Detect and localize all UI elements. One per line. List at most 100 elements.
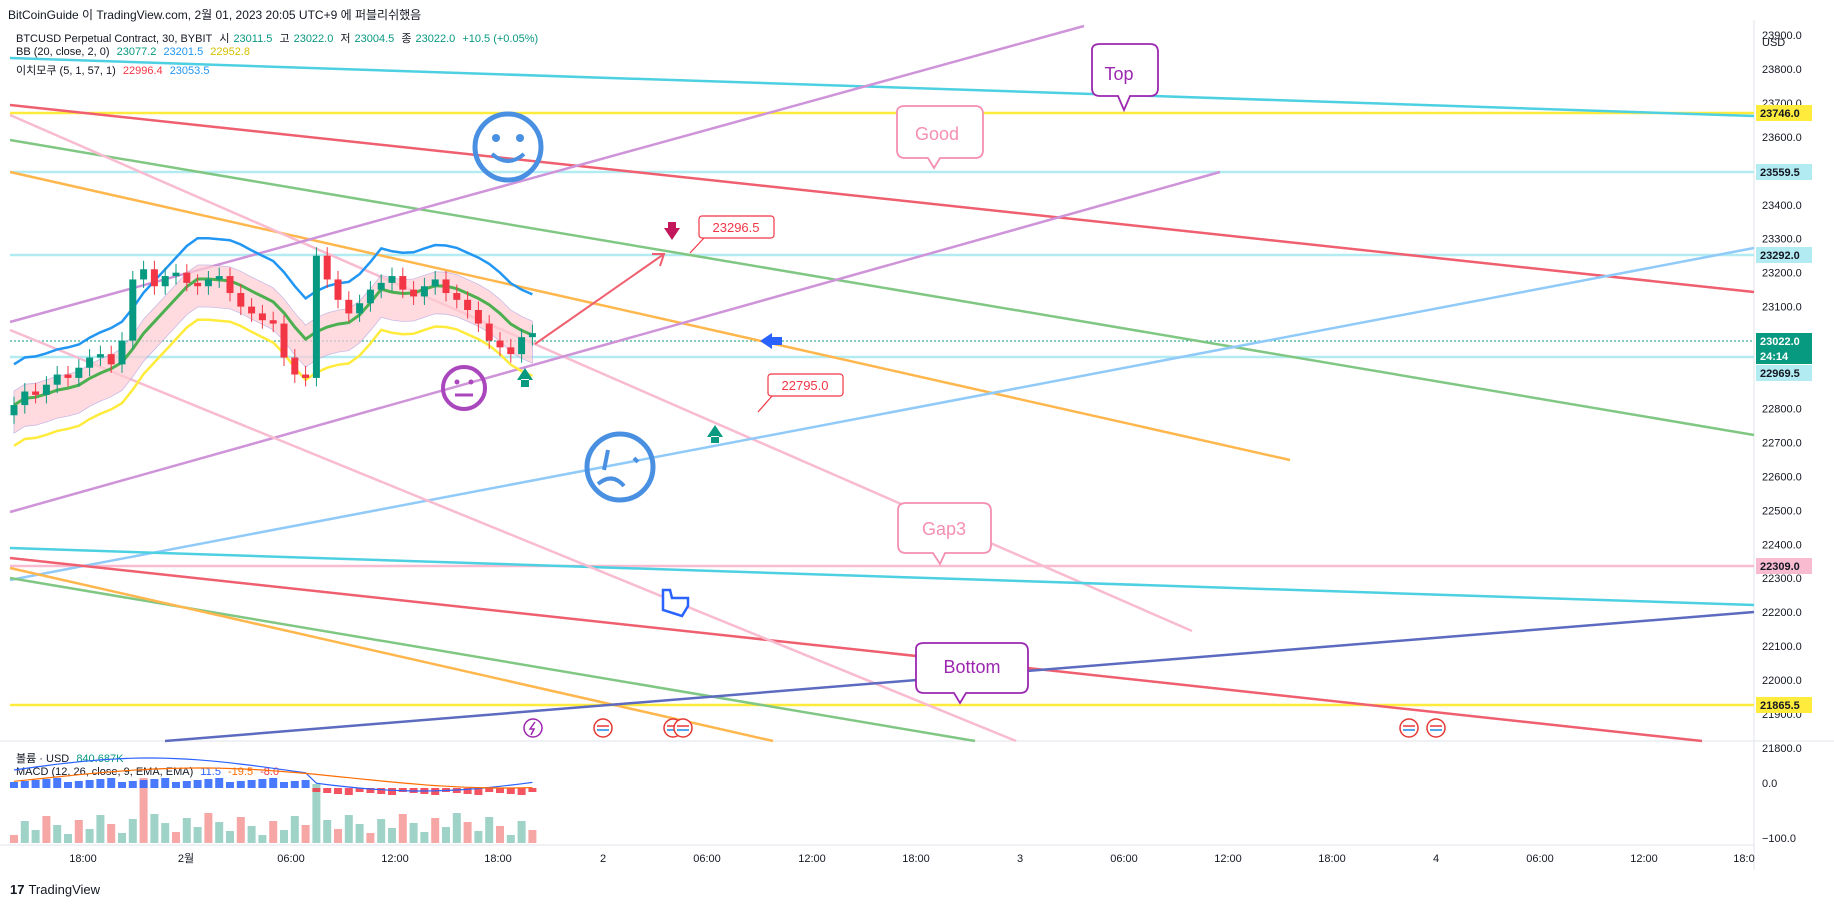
macd-histogram-bar[interactable] (506, 788, 515, 794)
macd-histogram-bar[interactable] (323, 788, 332, 793)
candle-body[interactable] (215, 276, 223, 280)
volume-bar[interactable] (31, 830, 40, 843)
volume-bar[interactable] (269, 821, 278, 843)
projection-arrow[interactable] (534, 253, 665, 345)
volume-bar[interactable] (496, 826, 504, 843)
volume-bar[interactable] (247, 826, 256, 843)
candle-body[interactable] (150, 269, 158, 287)
volume-bar[interactable] (193, 827, 202, 843)
macd-histogram-bar[interactable] (236, 781, 245, 788)
macd-histogram-bar[interactable] (20, 781, 29, 788)
macd-histogram-bar[interactable] (161, 778, 170, 788)
volume-bar[interactable] (474, 831, 483, 843)
us-flag-event-icon[interactable] (673, 718, 693, 738)
candle-body[interactable] (377, 282, 385, 290)
volume-bar[interactable] (366, 833, 375, 843)
macd-histogram-bar[interactable] (290, 781, 299, 788)
trendline-orange-upper[interactable] (9, 170, 1291, 462)
macd-histogram-bar[interactable] (204, 779, 213, 788)
volume-bar[interactable] (139, 778, 148, 843)
volume-bar[interactable] (334, 829, 342, 843)
volume-bar[interactable] (204, 813, 213, 843)
candle-body[interactable] (356, 303, 364, 314)
volume-bar[interactable] (323, 820, 332, 843)
candle-body[interactable] (64, 374, 72, 378)
arrow-up-small-icon[interactable] (517, 368, 533, 387)
macd-histogram-bar[interactable] (269, 778, 278, 788)
trendline-cyan-bottom[interactable] (9, 546, 1755, 607)
symbol-legend[interactable]: BTCUSD Perpetual Contract, 30, BYBIT 시 23… (16, 30, 542, 46)
macd-histogram-bar[interactable] (517, 788, 526, 795)
volume-bar[interactable] (182, 818, 191, 843)
candle-body[interactable] (291, 357, 299, 375)
volume-bar[interactable] (528, 830, 537, 843)
bb-legend[interactable]: BB (20, close, 2, 0) 23077.2 23201.5 229… (16, 46, 254, 58)
candle-body[interactable] (140, 269, 148, 280)
smiley-happy-icon[interactable] (472, 111, 544, 183)
candle-body[interactable] (496, 340, 504, 348)
macd-histogram-bar[interactable] (64, 782, 72, 788)
candle-body[interactable] (21, 391, 29, 406)
trendline-green-upper[interactable] (9, 138, 1755, 437)
us-flag-event-icon[interactable] (1399, 718, 1419, 738)
macd-histogram-bar[interactable] (96, 779, 105, 788)
volume-bar[interactable] (226, 831, 234, 843)
macd-histogram-bar[interactable] (312, 788, 321, 792)
candle-body[interactable] (312, 255, 320, 378)
macd-histogram-bar[interactable] (42, 779, 51, 788)
trendline-orange-lower[interactable] (9, 566, 774, 743)
candle-body[interactable] (10, 405, 18, 416)
volume-bar[interactable] (280, 830, 288, 843)
volume-bar[interactable] (452, 813, 461, 843)
arrow-down-icon[interactable] (664, 222, 680, 240)
candle-body[interactable] (474, 310, 482, 324)
volume-bar[interactable] (85, 829, 94, 843)
macd-histogram-bar[interactable] (85, 780, 94, 788)
time-axis[interactable]: 18:00 2월 06:00 12:00 18:00 2 06:00 12:00 18:00 3 0… (69, 852, 1754, 865)
candle-body[interactable] (183, 272, 191, 283)
volume-bar[interactable] (409, 823, 418, 843)
macd-histogram-bar[interactable] (398, 788, 407, 792)
candle-body[interactable] (118, 340, 126, 365)
candle-body[interactable] (507, 347, 515, 355)
smiley-dizzy-icon[interactable] (584, 431, 656, 503)
volume-bar[interactable] (485, 817, 494, 843)
candle-body[interactable] (258, 313, 266, 321)
callout-top[interactable] (1091, 43, 1159, 113)
volume-bar[interactable] (506, 835, 515, 843)
volume-bar[interactable] (64, 834, 72, 843)
macd-histogram-bar[interactable] (193, 780, 202, 788)
candle-body[interactable] (420, 286, 428, 297)
macd-histogram-bar[interactable] (485, 788, 494, 792)
callout-bottom[interactable] (915, 642, 1029, 705)
price-axis[interactable]: USD 21800.021900.022000.022100.022200.02… (1762, 30, 1802, 755)
candle-body[interactable] (453, 293, 461, 300)
volume-bar[interactable] (301, 825, 310, 843)
volume-bar[interactable] (20, 821, 29, 843)
candle-body[interactable] (226, 276, 234, 294)
callout-gap3[interactable] (897, 502, 992, 566)
lightning-event-icon[interactable] (523, 718, 543, 738)
candle-body[interactable] (399, 276, 407, 290)
macd-histogram-bar[interactable] (463, 788, 472, 794)
volume-bar[interactable] (517, 821, 526, 843)
volume-macd-pane[interactable] (10, 757, 537, 843)
macd-histogram-bar[interactable] (528, 788, 537, 792)
candle-body[interactable] (161, 276, 169, 287)
macd-histogram-bar[interactable] (139, 780, 148, 788)
volume-legend[interactable]: 볼륨 · USD 840.687K (16, 750, 127, 766)
volume-bar[interactable] (172, 832, 180, 843)
candle-body[interactable] (248, 306, 256, 314)
callout-good[interactable] (896, 105, 984, 170)
macd-histogram-bar[interactable] (355, 788, 364, 792)
volume-bar[interactable] (463, 822, 472, 843)
candle-body[interactable] (269, 320, 277, 324)
candle-body[interactable] (302, 374, 310, 378)
candle-body[interactable] (323, 255, 331, 280)
annotations-layer[interactable]: Top Good Gap3 Bottom 23296.5 22795.0 (441, 43, 1446, 738)
us-flag-event-icon[interactable] (1426, 718, 1446, 738)
macd-histogram-bar[interactable] (215, 778, 224, 788)
candle-body[interactable] (388, 276, 396, 283)
volume-bar[interactable] (442, 827, 450, 843)
volume-bar[interactable] (96, 815, 105, 843)
